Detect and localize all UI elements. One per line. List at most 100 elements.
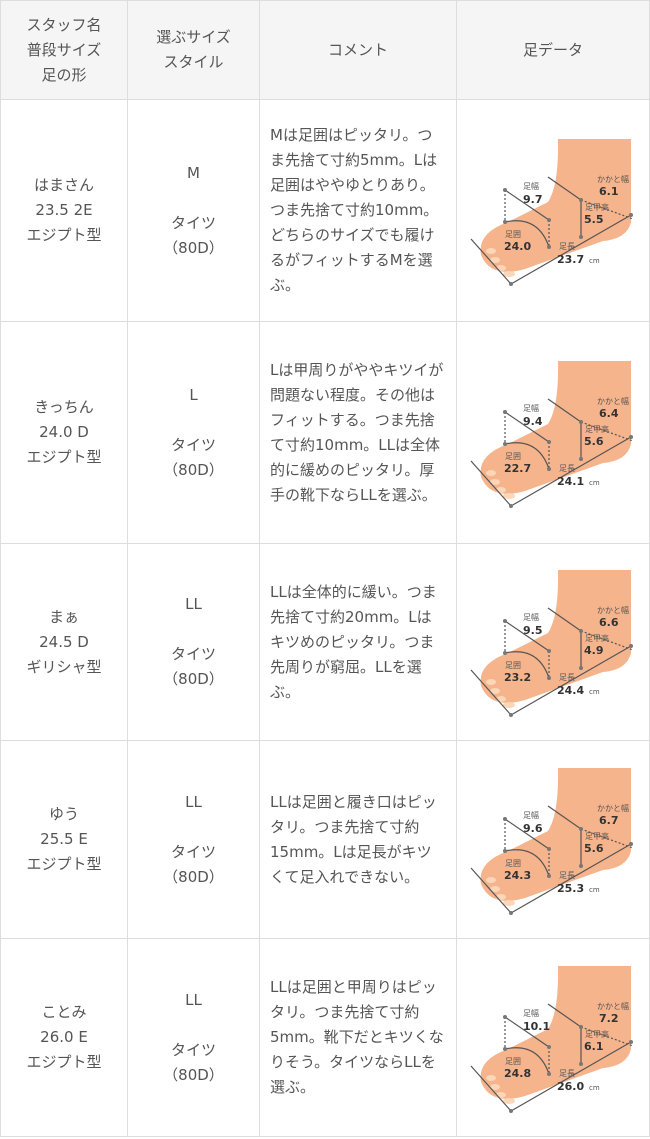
style-denier: （80D）	[163, 670, 224, 688]
foot-illustration	[480, 767, 631, 901]
staff-cell: きっちん 24.0 D エジプト型	[0, 321, 128, 544]
staff-cell: まぁ 24.5 D ギリシャ型	[0, 543, 128, 741]
chosen-cell: L タイツ （80D）	[127, 321, 260, 544]
value-heel: 7.2	[599, 1012, 619, 1025]
label-instep: 足甲高	[585, 202, 609, 212]
header-foot-data: 足データ	[456, 0, 650, 100]
foot-illustration	[480, 965, 631, 1099]
label-heel: かかと幅	[597, 1001, 629, 1011]
staff-name: きっちん	[34, 398, 94, 416]
value-length: 25.3	[557, 882, 584, 895]
usual-size: 25.5 E	[40, 830, 88, 848]
label-instep: 足甲高	[585, 424, 609, 434]
style-denier: （80D）	[163, 460, 224, 479]
chosen-size: LL	[185, 595, 202, 613]
foot-data-cell: 足幅 9.6 かかと幅 6.7 足甲高 5.6 足囲 24.3 足長 25.3 …	[456, 740, 650, 939]
value-length: 26.0	[557, 1080, 584, 1093]
value-girth: 24.0	[504, 240, 531, 253]
style: タイツ	[170, 645, 216, 663]
foot-diagram: 足幅 10.1 かかと幅 7.2 足甲高 6.1 足囲 24.8 足長 26.0…	[470, 965, 634, 1113]
label-heel: かかと幅	[597, 605, 629, 615]
value-width: 9.4	[523, 415, 543, 428]
value-girth: 24.8	[504, 1067, 531, 1080]
foot-diagram: 足幅 9.7 かかと幅 6.1 足甲高 5.5 足囲 24.0 足長 23.7 …	[470, 138, 634, 286]
style: タイツ	[170, 435, 216, 454]
label-length: 足長	[559, 871, 575, 880]
foot-illustration	[480, 360, 631, 494]
usual-size: 23.5 2E	[35, 201, 93, 219]
foot-data-cell: 足幅 10.1 かかと幅 7.2 足甲高 6.1 足囲 24.8 足長 26.0…	[456, 938, 650, 1137]
staff-name: ことみ	[41, 1003, 87, 1021]
value-instep: 6.1	[584, 1040, 604, 1053]
value-width: 10.1	[523, 1020, 550, 1033]
comment: LLは足囲と甲周りはピッタリ。つま先捨て寸約5mm。靴下だとキツくなりそう。タイ…	[259, 938, 457, 1137]
label-width: 足幅	[523, 1008, 539, 1018]
style: タイツ	[170, 1040, 216, 1059]
header-row: スタッフ名 普段サイズ 足の形 選ぶサイズ スタイル コメント 足データ	[0, 0, 650, 100]
foot-diagram: 足幅 9.6 かかと幅 6.7 足甲高 5.6 足囲 24.3 足長 25.3 …	[470, 767, 634, 915]
unit-label: cm	[589, 1084, 600, 1092]
value-length: 24.1	[557, 475, 584, 488]
comment: Mは足囲はピッタリ。つま先捨て寸約5mm。Lは足囲はややゆとりあり。つま先捨て寸…	[259, 99, 457, 322]
toe-marks	[486, 247, 515, 277]
chosen-cell: LL タイツ （80D）	[127, 740, 260, 939]
header-comment: コメント	[259, 0, 457, 100]
unit-label: cm	[589, 479, 600, 487]
staff-name: はまさん	[33, 176, 94, 194]
chosen-size: L	[189, 385, 198, 404]
usual-size: 26.0 E	[40, 1028, 88, 1046]
measure-lines	[470, 805, 634, 914]
value-heel: 6.7	[599, 814, 619, 827]
chosen-cell: M タイツ （80D）	[127, 99, 260, 322]
value-heel: 6.6	[599, 616, 619, 629]
foot-illustration	[480, 570, 631, 703]
header-size: 選ぶサイズ スタイル	[127, 0, 260, 100]
table-row: まぁ 24.5 D ギリシャ型 LL タイツ （80D） LLは全体的に緩い。つま先捨て…	[0, 543, 650, 741]
measure-lines	[470, 398, 634, 507]
foot-diagram: 足幅 9.5 かかと幅 6.6 足甲高 4.9 足囲 23.2 足長 24.4 …	[470, 570, 634, 717]
label-girth: 足囲	[505, 1057, 521, 1066]
chosen-size: LL	[185, 792, 202, 811]
table-row: はまさん 23.5 2E エジプト型 M タイツ （80D） Mは足囲はピッタリ。つま先…	[0, 99, 650, 322]
comment: LLは足囲と履き口はピッタリ。つま先捨て寸約15mm。Lは足長がキツくて足入れで…	[259, 740, 457, 939]
staff-name: まぁ	[48, 607, 79, 626]
style-denier: （80D）	[163, 867, 224, 886]
foot-diagram: 足幅 9.4 かかと幅 6.4 足甲高 5.6 足囲 22.7 足長 24.1 …	[470, 360, 634, 508]
label-girth: 足囲	[505, 230, 521, 239]
value-length: 24.4	[557, 684, 584, 697]
style: タイツ	[170, 213, 216, 232]
label-heel: かかと幅	[597, 396, 629, 406]
value-instep: 5.6	[584, 435, 604, 448]
measure-lines	[470, 607, 634, 716]
label-heel: かかと幅	[597, 174, 629, 184]
unit-label: cm	[589, 688, 600, 696]
usual-size: 24.5 D	[39, 632, 89, 651]
label-width: 足幅	[523, 181, 539, 191]
label-instep: 足甲高	[585, 1029, 609, 1039]
foot-shape: ギリシャ型	[26, 657, 102, 676]
chosen-size: M	[187, 163, 200, 182]
usual-size: 24.0 D	[39, 423, 89, 441]
table-row: ことみ 26.0 E エジプト型 LL タイツ （80D） LLは足囲と甲周りはピッタリ…	[0, 938, 650, 1137]
label-width: 足幅	[523, 612, 539, 622]
foot-shape: エジプト型	[26, 1053, 102, 1071]
label-length: 足長	[559, 673, 575, 682]
label-instep: 足甲高	[585, 831, 609, 841]
style: タイツ	[170, 842, 216, 861]
label-length: 足長	[559, 1069, 575, 1078]
value-instep: 5.6	[584, 842, 604, 855]
table-row: ゆう 25.5 E エジプト型 LL タイツ （80D） LLは足囲と履き口はピッタリ。…	[0, 740, 650, 939]
foot-shape: エジプト型	[26, 226, 102, 244]
chosen-size: LL	[185, 990, 202, 1009]
foot-shape: エジプト型	[26, 855, 102, 873]
label-width: 足幅	[523, 403, 539, 413]
value-width: 9.6	[523, 822, 543, 835]
chosen-cell: LL タイツ （80D）	[127, 543, 260, 741]
staff-cell: はまさん 23.5 2E エジプト型	[0, 99, 128, 322]
value-heel: 6.4	[599, 407, 619, 420]
staff-cell: ゆう 25.5 E エジプト型	[0, 740, 128, 939]
foot-data-cell: 足幅 9.7 かかと幅 6.1 足甲高 5.5 足囲 24.0 足長 23.7 …	[456, 99, 650, 322]
foot-data-cell: 足幅 9.5 かかと幅 6.6 足甲高 4.9 足囲 23.2 足長 24.4 …	[456, 543, 650, 741]
table-row: きっちん 24.0 D エジプト型 L タイツ （80D） Lは甲周りがややキツイが問題…	[0, 321, 650, 544]
